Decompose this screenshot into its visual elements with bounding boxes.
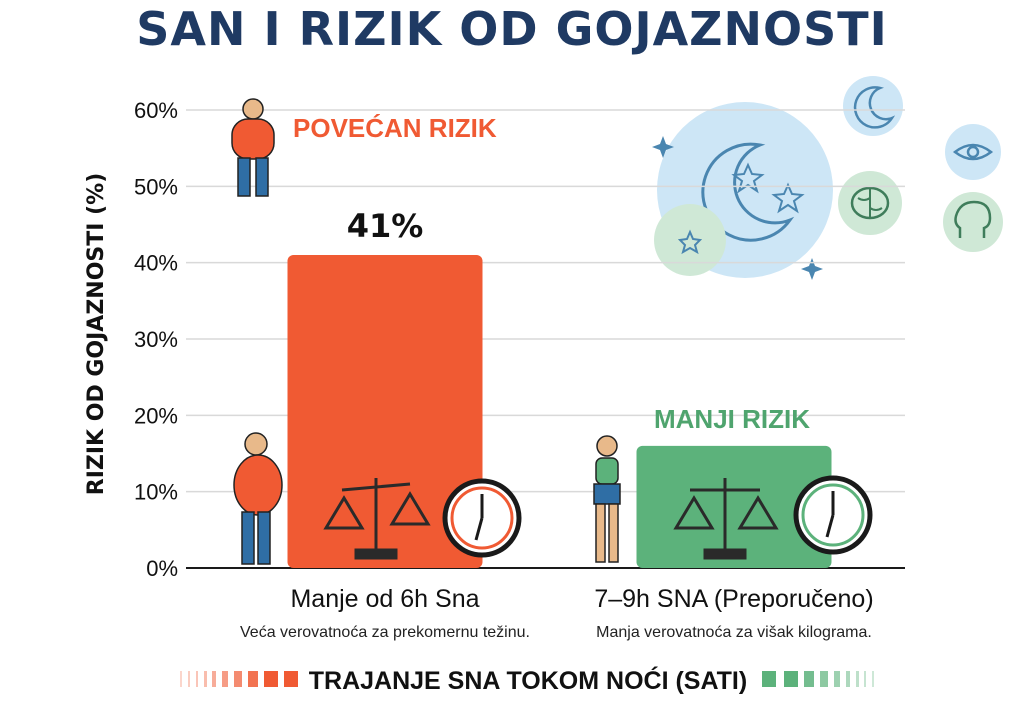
decor-dash bbox=[188, 671, 190, 687]
person-icon bbox=[593, 435, 621, 563]
category-subtitle: Veća verovatnoća za prekomernu težinu. bbox=[240, 624, 530, 641]
decor-dash bbox=[846, 671, 850, 687]
chart-title: SAN I RIZIK OD GOJAZNOSTI bbox=[136, 2, 888, 56]
decor-dash bbox=[222, 671, 228, 687]
bars: 41% bbox=[287, 207, 832, 569]
decor-dash bbox=[212, 671, 216, 687]
x-axis-decoration-right bbox=[762, 671, 874, 687]
x-axis-decoration-left bbox=[180, 671, 298, 687]
decor-dash bbox=[264, 671, 278, 687]
y-tick-label: 20% bbox=[134, 403, 178, 428]
eye-icon bbox=[945, 124, 1001, 180]
category-subtitle: Manja verovatnoća za višak kilograma. bbox=[596, 624, 872, 641]
clock-icon bbox=[442, 478, 522, 558]
y-axis: 0% 10% 20% 30% 40% 50% 60% bbox=[134, 98, 178, 581]
decor-dash bbox=[196, 671, 198, 687]
moon-small-icon bbox=[843, 76, 903, 136]
decor-dash bbox=[284, 671, 298, 687]
y-tick-label: 40% bbox=[134, 251, 178, 276]
y-tick-label: 60% bbox=[134, 98, 178, 123]
y-tick-label: 0% bbox=[146, 556, 178, 581]
decor-dash bbox=[872, 671, 874, 687]
decor-dash bbox=[180, 671, 182, 687]
clock-icon bbox=[793, 475, 873, 555]
bar-1 bbox=[287, 255, 483, 569]
y-tick-label: 10% bbox=[134, 480, 178, 505]
decor-dash bbox=[864, 671, 866, 687]
category-label: 7–9h SNA (Preporučeno) bbox=[594, 585, 873, 613]
category-label: Manje od 6h Sna bbox=[290, 585, 479, 613]
y-tick-label: 30% bbox=[134, 327, 178, 352]
brain-icon bbox=[838, 171, 902, 235]
scale-icon bbox=[323, 478, 431, 560]
y-axis-label: RIZIK OD GOJAZNOSTI (%) bbox=[84, 173, 109, 495]
decor-dash bbox=[856, 671, 859, 687]
decor-dash bbox=[204, 671, 207, 687]
x-axis-label: TRAJANJE SNA TOKOM NOĆI (SATI) bbox=[309, 665, 747, 695]
moon-stars-icon bbox=[652, 102, 833, 280]
decor-dash bbox=[820, 671, 828, 687]
decor-dash bbox=[804, 671, 814, 687]
decor-dash bbox=[784, 671, 798, 687]
bar-2 bbox=[636, 445, 832, 568]
category-labels: Manje od 6h Sna Veća verovatnoća za preko… bbox=[240, 585, 874, 641]
head-brain-icon bbox=[943, 192, 1003, 252]
decor-dash bbox=[834, 671, 840, 687]
scale-icon bbox=[673, 478, 779, 560]
person-icon bbox=[233, 432, 283, 565]
y-tick-label: 50% bbox=[134, 174, 178, 199]
decor-dash bbox=[762, 671, 776, 687]
bar-value-label: 41% bbox=[347, 207, 424, 245]
high-risk-label: POVEĆAN RIZIK bbox=[293, 113, 497, 143]
decor-dash bbox=[248, 671, 258, 687]
low-risk-label: MANJI RIZIK bbox=[654, 404, 810, 434]
decor-dash bbox=[234, 671, 242, 687]
person-icon bbox=[231, 98, 275, 197]
